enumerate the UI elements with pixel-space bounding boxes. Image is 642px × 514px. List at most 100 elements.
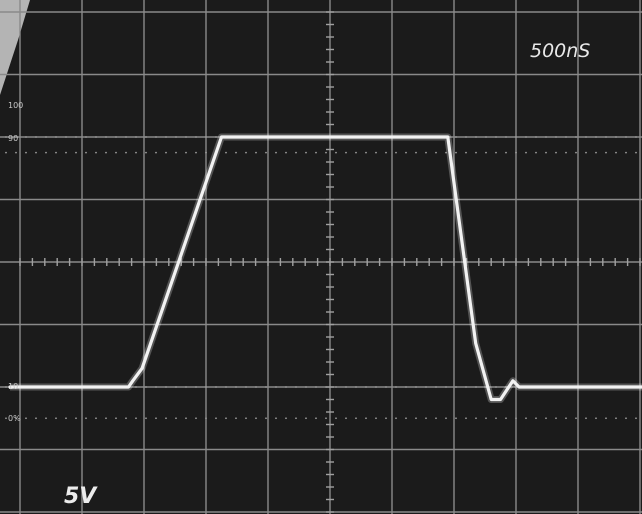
graticule-dot bbox=[115, 151, 117, 154]
graticule-dot bbox=[615, 417, 617, 420]
graticule-dot bbox=[565, 417, 567, 420]
graticule-dot bbox=[385, 151, 387, 154]
graticule-dot bbox=[75, 136, 77, 138]
graticule-dot bbox=[365, 151, 367, 154]
graticule-dot bbox=[455, 417, 457, 420]
graticule-dot bbox=[555, 417, 557, 420]
graticule-dot bbox=[145, 136, 147, 138]
graticule-dot bbox=[325, 417, 327, 420]
graticule-dot bbox=[465, 136, 467, 138]
graticule-dot bbox=[235, 151, 237, 154]
graticule-dot bbox=[5, 151, 7, 154]
graticule-dot bbox=[105, 417, 107, 420]
graticule-dot bbox=[255, 386, 257, 388]
graticule-dot bbox=[535, 151, 537, 154]
graticule-dot bbox=[5, 136, 7, 138]
graticule-dot bbox=[255, 417, 257, 420]
graticule-dot bbox=[405, 417, 407, 420]
graticule-dot bbox=[455, 386, 457, 388]
graticule-dot bbox=[95, 136, 97, 138]
graticule-dot bbox=[485, 151, 487, 154]
graticule-dot bbox=[345, 417, 347, 420]
graticule-dot bbox=[335, 386, 337, 388]
graticule-dot bbox=[85, 151, 87, 154]
graticule-dot bbox=[145, 386, 147, 388]
graticule-dot bbox=[365, 386, 367, 388]
graticule-dot bbox=[275, 417, 277, 420]
graticule-dot bbox=[155, 151, 157, 154]
graticule-dot bbox=[15, 417, 17, 420]
graticule-dot bbox=[85, 417, 87, 420]
graticule-dot bbox=[195, 417, 197, 420]
graticule-dot bbox=[275, 151, 277, 154]
graticule-dot bbox=[215, 386, 217, 388]
graticule-dot bbox=[205, 136, 207, 138]
graticule-dot bbox=[575, 417, 577, 420]
graticule-dot bbox=[605, 151, 607, 154]
graticule-dot bbox=[55, 151, 57, 154]
graticule-dot bbox=[625, 417, 627, 420]
graticule-dot bbox=[495, 386, 497, 388]
graticule-dot bbox=[395, 151, 397, 154]
graticule-dot bbox=[415, 386, 417, 388]
graticule-dot bbox=[625, 136, 627, 138]
graticule-dot bbox=[215, 417, 217, 420]
graticule-dot bbox=[565, 151, 567, 154]
graticule-dot bbox=[585, 417, 587, 420]
graticule-dot bbox=[105, 151, 107, 154]
graticule-dot bbox=[205, 386, 207, 388]
graticule-dot bbox=[185, 417, 187, 420]
graticule-dot bbox=[115, 136, 117, 138]
graticule-dot bbox=[435, 417, 437, 420]
graticule-dot bbox=[235, 417, 237, 420]
graticule-dot bbox=[415, 151, 417, 154]
graticule-dot bbox=[465, 151, 467, 154]
graticule-dot bbox=[475, 151, 477, 154]
graticule-dot bbox=[465, 386, 467, 388]
graticule-dot bbox=[315, 386, 317, 388]
graticule-dot bbox=[35, 417, 37, 420]
graticule-dot bbox=[65, 136, 67, 138]
waveform-trace-group bbox=[8, 133, 642, 403]
graticule-dot bbox=[475, 417, 477, 420]
graticule-dot bbox=[205, 417, 207, 420]
graticule-dot bbox=[125, 151, 127, 154]
graticule-dot bbox=[165, 136, 167, 138]
graticule-dot bbox=[225, 417, 227, 420]
graticule-dot bbox=[185, 136, 187, 138]
graticule-dot bbox=[595, 136, 597, 138]
graticule-dot bbox=[515, 417, 517, 420]
graticule-dot bbox=[215, 136, 217, 138]
graticule-dot bbox=[175, 151, 177, 154]
graticule-dot bbox=[425, 417, 427, 420]
graticule-dot bbox=[365, 417, 367, 420]
graticule-dot bbox=[355, 386, 357, 388]
graticule-dot bbox=[225, 386, 227, 388]
graticule-dot bbox=[495, 151, 497, 154]
graticule-dot bbox=[325, 151, 327, 154]
graticule-dot bbox=[495, 417, 497, 420]
graticule-dot bbox=[175, 136, 177, 138]
graticule-dot bbox=[595, 417, 597, 420]
graticule-dot bbox=[255, 151, 257, 154]
graticule-dot bbox=[635, 417, 637, 420]
graticule-dot bbox=[235, 386, 237, 388]
graticule-dot bbox=[565, 136, 567, 138]
graticule-dot bbox=[395, 386, 397, 388]
graticule-dot bbox=[75, 151, 77, 154]
graticule-dot bbox=[445, 417, 447, 420]
graticule-dot bbox=[5, 386, 7, 388]
graticule-dot bbox=[505, 386, 507, 388]
graticule-dot bbox=[405, 386, 407, 388]
graticule-dot bbox=[455, 136, 457, 138]
graticule-dot bbox=[535, 417, 537, 420]
graticule-dot bbox=[455, 151, 457, 154]
graticule-dot bbox=[525, 417, 527, 420]
graticule-dot bbox=[425, 151, 427, 154]
graticule-dot bbox=[445, 386, 447, 388]
graticule-dot bbox=[355, 151, 357, 154]
graticule-dot bbox=[245, 417, 247, 420]
graticule-dot bbox=[295, 386, 297, 388]
level-label-0: 0% bbox=[8, 414, 21, 423]
